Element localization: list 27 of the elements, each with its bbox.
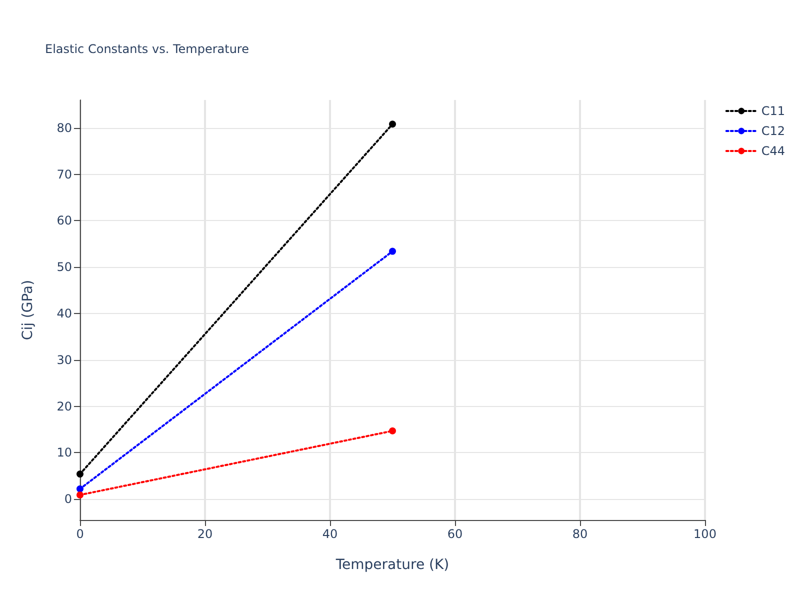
- y-tick-label: 60: [56, 214, 72, 228]
- point: [389, 427, 396, 434]
- point: [76, 485, 84, 492]
- x-axis-title: Temperature (K): [334, 557, 450, 573]
- x-tick-label: 60: [447, 527, 463, 541]
- x-tick-label: 0: [76, 527, 84, 541]
- y-tick-label: 70: [56, 167, 72, 182]
- y-tick-label: 20: [56, 399, 72, 414]
- x-tick-label: 20: [197, 527, 213, 541]
- x-tick-label: 100: [694, 527, 716, 541]
- legend-label: C11: [761, 104, 786, 118]
- point: [76, 491, 84, 498]
- chart-title: Elastic Constants vs. Temperature: [45, 42, 249, 56]
- y-tick-label: 10: [56, 446, 72, 460]
- legend-label: C44: [761, 144, 786, 158]
- point: [76, 470, 84, 478]
- y-axis-title: Cij (GPa): [20, 280, 36, 340]
- point: [389, 120, 396, 128]
- x-tick-label: 80: [572, 527, 588, 541]
- x-tick-label: 40: [322, 527, 338, 541]
- y-tick-label: 40: [56, 306, 72, 320]
- y-tick-label: 0: [64, 492, 72, 506]
- point: [389, 248, 396, 255]
- legend-label: C12: [761, 124, 786, 138]
- y-tick-label: 50: [56, 260, 72, 274]
- y-tick-label: 80: [56, 120, 72, 135]
- y-tick-label: 30: [56, 352, 72, 367]
